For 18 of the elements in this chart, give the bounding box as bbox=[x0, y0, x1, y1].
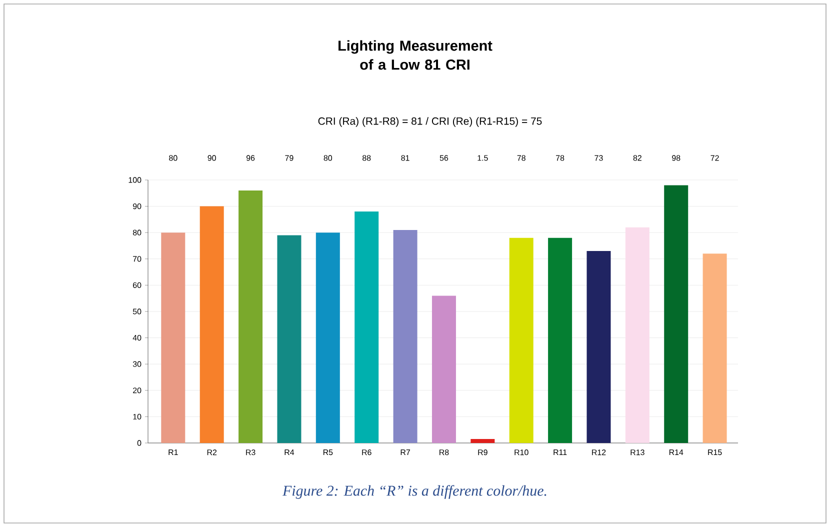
bar bbox=[702, 254, 727, 443]
caption: Figure 2: Each “R” is a different color/hue. bbox=[282, 485, 546, 499]
bar bbox=[238, 190, 263, 443]
bar bbox=[432, 296, 456, 443]
bar bbox=[161, 232, 186, 443]
bar bbox=[393, 230, 418, 443]
chart-title: Lighting Measurement of a Low 81 CRI bbox=[338, 40, 492, 70]
bar bbox=[316, 232, 340, 443]
chart-subtitle: CRI (Ra) (R1-R8) = 81 / CRI (Re) (R1-R15) = 75 bbox=[318, 117, 542, 127]
bar bbox=[470, 439, 495, 443]
bar bbox=[200, 206, 224, 443]
bar bbox=[354, 212, 379, 443]
bar bbox=[509, 238, 534, 443]
bar bbox=[277, 235, 302, 443]
bar bbox=[625, 227, 650, 443]
bar bbox=[586, 250, 611, 443]
bar bbox=[548, 238, 572, 443]
bar bbox=[664, 185, 688, 443]
